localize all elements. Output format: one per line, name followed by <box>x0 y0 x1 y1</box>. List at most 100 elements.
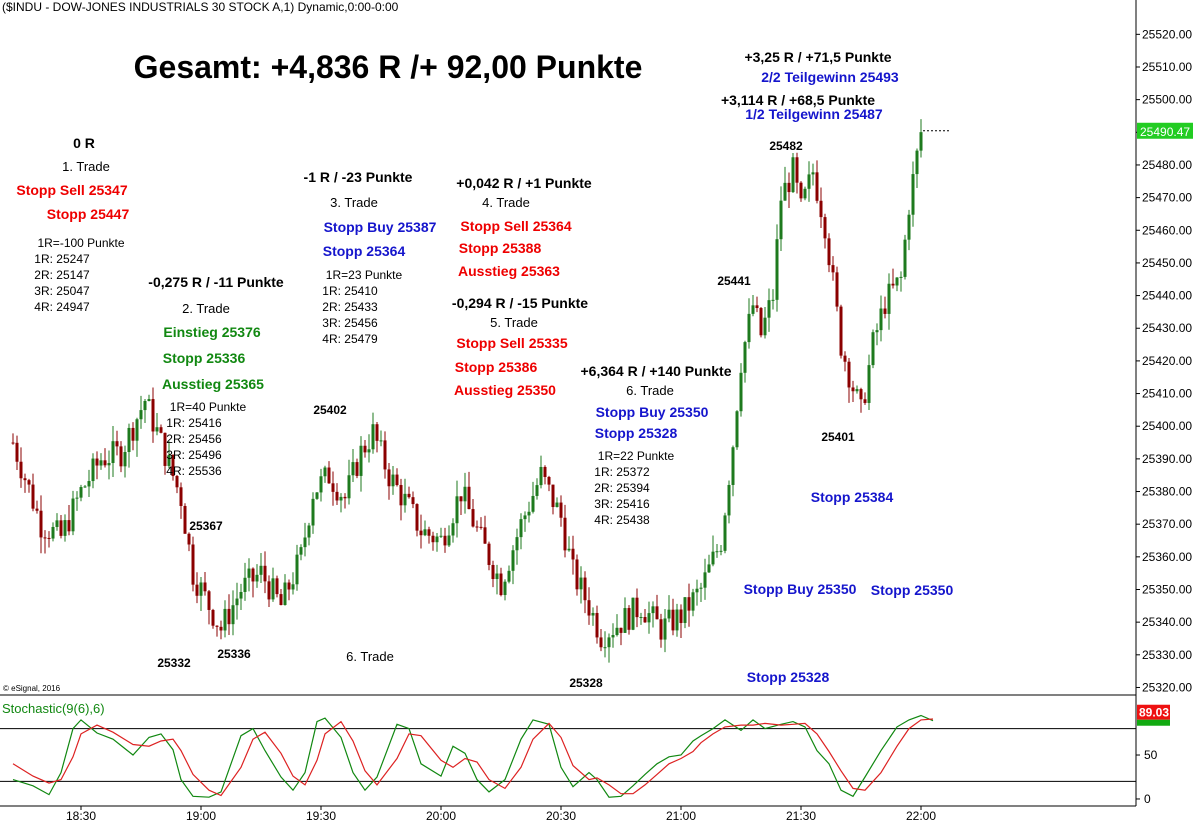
annotation-label: 25367 <box>189 519 223 533</box>
candle-body <box>763 317 767 336</box>
candle-body <box>575 559 579 590</box>
candle-body <box>291 584 295 590</box>
chart-header-title: ($INDU - DOW-JONES INDUSTRIALS 30 STOCK … <box>2 0 399 14</box>
candle-body <box>507 570 511 582</box>
candle-body <box>423 529 427 536</box>
candle-body <box>903 239 907 277</box>
candle-body <box>491 564 495 580</box>
candle-body <box>899 276 903 278</box>
price-tick-label: 25330.00 <box>1142 648 1192 662</box>
candle-body <box>715 551 719 553</box>
candle-body <box>83 486 87 488</box>
annotation-label: 25336 <box>217 647 251 661</box>
annotation-label: 1R: 25372 <box>594 465 650 479</box>
candle-body <box>855 389 859 392</box>
price-tick-label: 25370.00 <box>1142 517 1192 531</box>
candle-body <box>863 399 867 403</box>
candle-body <box>663 618 667 640</box>
price-tick-label: 25450.00 <box>1142 256 1192 270</box>
candle-body <box>279 594 283 606</box>
annotation-label: 4R: 25438 <box>594 513 650 527</box>
candle-body <box>843 355 847 362</box>
price-tick-label: 25420.00 <box>1142 354 1192 368</box>
candle-body <box>335 491 339 501</box>
annotation-label: 3R: 25456 <box>322 316 378 330</box>
stochastic-value-badge-green <box>1137 719 1170 726</box>
price-tick-label: 25360.00 <box>1142 550 1192 564</box>
stochastic-title: Stochastic(9(6),6) <box>2 701 105 716</box>
candles-layer: 25490.47 <box>11 119 1193 663</box>
candle-body <box>911 174 915 215</box>
candle-body <box>659 619 663 640</box>
candle-body <box>859 389 863 400</box>
annotation-label: Stopp Sell 25364 <box>460 218 571 234</box>
candle-body <box>271 578 275 600</box>
candle-body <box>471 509 475 527</box>
candle-body <box>851 387 855 392</box>
candle-body <box>299 547 303 555</box>
candle-body <box>875 330 879 333</box>
candle-body <box>251 568 255 582</box>
candle-body <box>455 496 459 524</box>
candle-body <box>283 582 287 606</box>
candle-body <box>307 525 311 538</box>
time-tick-label: 22:00 <box>906 809 936 823</box>
candle-body <box>115 441 119 447</box>
annotation-label: -0,275 R / -11 Punkte <box>148 274 284 290</box>
time-tick-label: 19:00 <box>186 809 216 823</box>
summary-total: Gesamt: +4,836 R /+ 92,00 Punkte <box>134 49 643 85</box>
candle-body <box>15 442 19 462</box>
candle-body <box>547 476 551 485</box>
candle-body <box>443 535 447 546</box>
candle-body <box>759 308 763 336</box>
annotation-label: Stopp 25328 <box>595 425 678 441</box>
candle-body <box>631 597 635 630</box>
candle-body <box>683 597 687 623</box>
annotation-label: 25332 <box>157 656 191 670</box>
last-price-badge <box>1137 122 1193 139</box>
candle-body <box>787 182 791 193</box>
candle-body <box>515 537 519 551</box>
candle-body <box>667 609 671 619</box>
candle-body <box>359 445 363 476</box>
annotation-label: Stopp 25364 <box>323 243 406 259</box>
candle-body <box>415 504 419 531</box>
candle-body <box>675 609 679 631</box>
candle-body <box>651 606 655 614</box>
candle-body <box>467 486 471 510</box>
candle-body <box>523 515 527 520</box>
price-tick-label: 25440.00 <box>1142 289 1192 303</box>
candle-body <box>143 400 147 411</box>
annotation-label: Stopp Buy 25387 <box>324 219 437 235</box>
candle-body <box>391 474 395 487</box>
candle-body <box>807 174 811 189</box>
annotation-label: Stopp 25388 <box>459 240 542 256</box>
candle-body <box>655 606 659 620</box>
candle-body <box>771 299 775 301</box>
candle-body <box>99 460 103 466</box>
candle-body <box>227 608 231 625</box>
time-tick-label: 21:30 <box>786 809 816 823</box>
candle-body <box>767 300 771 318</box>
candle-body <box>883 308 887 314</box>
candle-body <box>539 466 543 486</box>
candle-body <box>347 475 351 499</box>
candle-body <box>847 361 851 388</box>
candle-body <box>463 486 467 502</box>
price-tick-label: 25460.00 <box>1142 223 1192 237</box>
annotation-label: +3,114 R / +68,5 Punkte <box>721 92 875 108</box>
candle-body <box>363 445 367 453</box>
candle-body <box>231 605 235 625</box>
candle-body <box>91 458 95 482</box>
candle-body <box>295 554 299 585</box>
candle-body <box>623 608 627 633</box>
stochastic-value-label: 89.03 <box>1139 706 1169 720</box>
candle-body <box>155 427 159 432</box>
annotation-label: 3R: 25496 <box>166 448 222 462</box>
candle-body <box>639 617 643 619</box>
candle-body <box>607 637 611 648</box>
candle-body <box>355 462 359 476</box>
candle-body <box>407 493 411 498</box>
candle-body <box>267 581 271 600</box>
candle-body <box>559 502 563 518</box>
